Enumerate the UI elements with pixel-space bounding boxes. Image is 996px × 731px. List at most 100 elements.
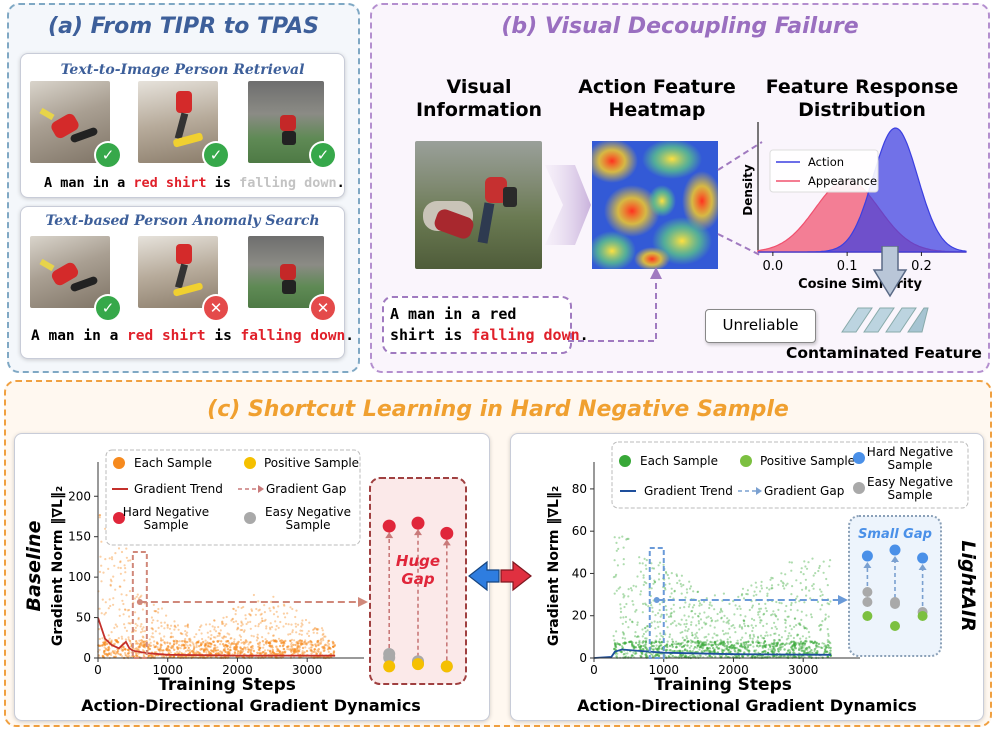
legend-positive: Positive Sample bbox=[760, 454, 855, 468]
scatter-point bbox=[827, 646, 830, 649]
scatter-point bbox=[636, 635, 639, 638]
x-axis-label: Training Steps bbox=[158, 675, 296, 695]
scatter-point bbox=[753, 619, 756, 622]
scatter-point bbox=[750, 624, 753, 627]
scatter-point bbox=[676, 581, 679, 585]
scatter-point bbox=[796, 595, 799, 598]
legend-easy-negative-swatch bbox=[853, 482, 865, 494]
scatter-point bbox=[667, 655, 670, 658]
scatter-point bbox=[823, 642, 826, 645]
scatter-point bbox=[327, 650, 330, 653]
scatter-point bbox=[691, 616, 694, 619]
scatter-point bbox=[296, 642, 299, 645]
scatter-point bbox=[657, 625, 660, 628]
scatter-point bbox=[188, 643, 192, 646]
scatter-point bbox=[743, 619, 746, 622]
scatter-point bbox=[681, 650, 684, 653]
scatter-point bbox=[770, 627, 773, 630]
tpas-mark-2: ✕ bbox=[204, 296, 228, 320]
scatter-point bbox=[621, 636, 624, 640]
scatter-point bbox=[240, 624, 243, 627]
scatter-point bbox=[160, 644, 163, 647]
scatter-point bbox=[209, 630, 212, 633]
scatter-point bbox=[613, 536, 616, 539]
legend-hard-negative-swatch bbox=[853, 452, 865, 464]
scatter-point bbox=[822, 571, 825, 574]
scatter-point bbox=[816, 645, 819, 648]
scatter-point bbox=[206, 648, 209, 651]
scatter-point bbox=[249, 641, 252, 644]
scatter-point bbox=[124, 638, 127, 641]
scatter-point bbox=[634, 641, 638, 644]
scatter-point bbox=[622, 593, 625, 596]
scatter-point bbox=[795, 624, 798, 627]
scatter-point bbox=[658, 561, 662, 564]
scatter-point bbox=[157, 611, 160, 614]
scatter-point bbox=[249, 614, 252, 617]
scatter-point bbox=[797, 622, 800, 625]
scatter-point bbox=[184, 646, 187, 649]
scatter-point bbox=[134, 629, 137, 632]
scatter-point bbox=[741, 627, 744, 630]
scatter-point bbox=[716, 619, 719, 622]
scatter-point bbox=[785, 584, 788, 587]
scatter-point bbox=[819, 608, 822, 611]
scatter-point bbox=[773, 621, 776, 624]
scatter-point bbox=[204, 639, 207, 642]
scatter-point bbox=[758, 610, 761, 613]
legend-trend: Gradient Trend bbox=[134, 482, 223, 496]
scatter-point bbox=[771, 613, 774, 616]
scatter-point bbox=[747, 625, 750, 628]
scatter-point bbox=[707, 643, 710, 646]
scatter-point bbox=[709, 640, 712, 644]
scatter-point bbox=[104, 527, 107, 530]
scatter-point bbox=[719, 638, 722, 641]
scatter-point bbox=[794, 617, 797, 620]
scatter-point bbox=[780, 579, 783, 583]
scatter-point bbox=[278, 650, 282, 653]
scatter-point bbox=[301, 642, 304, 646]
scatter-point bbox=[193, 635, 196, 639]
scatter-point bbox=[142, 626, 145, 629]
scatter-point bbox=[786, 615, 789, 618]
scatter-point bbox=[771, 650, 774, 653]
scatter-point bbox=[303, 641, 306, 644]
scatter-point bbox=[753, 650, 756, 653]
scatter-point bbox=[642, 576, 645, 579]
scatter-point bbox=[746, 593, 749, 596]
scatter-point bbox=[278, 644, 282, 648]
scatter-point bbox=[770, 584, 774, 587]
scatter-point bbox=[758, 607, 761, 610]
scatter-point bbox=[805, 586, 808, 589]
scatter-point bbox=[680, 585, 683, 588]
chart-caption: Action-Directional Gradient Dynamics bbox=[577, 696, 917, 715]
scatter-point bbox=[700, 650, 704, 653]
scatter-point bbox=[666, 573, 669, 577]
scatter-point bbox=[249, 620, 252, 623]
scatter-point bbox=[616, 564, 619, 567]
scatter-point bbox=[749, 633, 752, 637]
scatter-point bbox=[684, 625, 688, 628]
ytick-label: 50 bbox=[76, 611, 91, 625]
scatter-point bbox=[799, 640, 803, 643]
scatter-point bbox=[701, 626, 704, 629]
scatter-point bbox=[317, 650, 320, 653]
scatter-point bbox=[703, 621, 706, 624]
scatter-point bbox=[735, 642, 738, 645]
scatter-point bbox=[772, 610, 775, 613]
scatter-point bbox=[232, 642, 236, 645]
scatter-point bbox=[716, 612, 719, 616]
scatter-point bbox=[297, 650, 300, 653]
scatter-point bbox=[653, 579, 656, 582]
scatter-point bbox=[658, 603, 661, 606]
scatter-point bbox=[703, 636, 706, 639]
scatter-point bbox=[627, 626, 630, 629]
scatter-point bbox=[730, 647, 733, 650]
scatter-point bbox=[236, 622, 239, 626]
scatter-point bbox=[772, 654, 775, 658]
scatter-point bbox=[187, 646, 190, 649]
scatter-point bbox=[688, 580, 691, 583]
scatter-point bbox=[255, 639, 258, 642]
scatter-point bbox=[124, 653, 127, 656]
scatter-point bbox=[250, 634, 253, 637]
